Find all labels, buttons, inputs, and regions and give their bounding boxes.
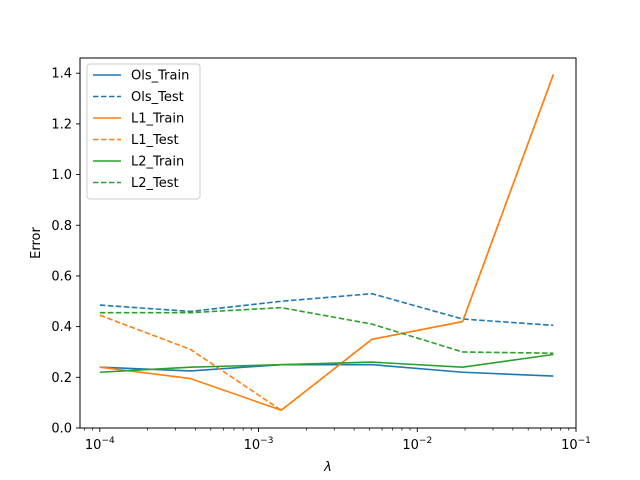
legend-label: L1_Train bbox=[131, 112, 184, 127]
y-tick-label: 1.2 bbox=[51, 117, 72, 132]
x-axis-label: λ bbox=[323, 460, 332, 475]
y-tick-label: 0.2 bbox=[51, 371, 72, 386]
series-line-ols-test bbox=[99, 292, 554, 327]
legend-label: Ols_Train bbox=[131, 69, 189, 84]
legend-label: L2_Test bbox=[131, 176, 179, 191]
y-axis: 0.0 0.2 0.4 0.6 0.8 1.0 1.2 1.4 bbox=[51, 67, 80, 437]
legend: Ols_Train Ols_Test L1_Train L1_Test L2_Train… bbox=[86, 63, 201, 200]
y-tick-label: 0.0 bbox=[51, 422, 72, 437]
legend-label: Ols_Test bbox=[131, 90, 184, 105]
x-tick-label: 10−1 bbox=[561, 436, 591, 453]
x-tick-label: 10−4 bbox=[85, 436, 115, 453]
y-axis-label: Error bbox=[29, 227, 44, 259]
series-line-l2-train bbox=[99, 353, 554, 374]
x-axis: 10−4 10−3 10−2 10−1 bbox=[84, 428, 591, 453]
plot-series-group bbox=[99, 74, 555, 412]
series-line-l1-test bbox=[99, 74, 555, 412]
plot-frame bbox=[79, 57, 577, 429]
y-tick-label: 1.0 bbox=[51, 168, 72, 183]
legend-label: L1_Test bbox=[131, 133, 179, 148]
series-line-ols-train bbox=[99, 363, 554, 377]
y-tick-label: 0.6 bbox=[51, 269, 72, 284]
y-tick-label: 0.8 bbox=[51, 219, 72, 234]
x-tick-label: 10−2 bbox=[402, 436, 432, 453]
x-tick-label: 10−3 bbox=[244, 436, 274, 453]
y-tick-label: 1.4 bbox=[51, 67, 72, 82]
series-line-l2-test bbox=[99, 306, 554, 355]
legend-label: L2_Train bbox=[131, 155, 184, 170]
legend-box bbox=[86, 63, 201, 200]
y-tick-label: 0.4 bbox=[51, 320, 72, 335]
